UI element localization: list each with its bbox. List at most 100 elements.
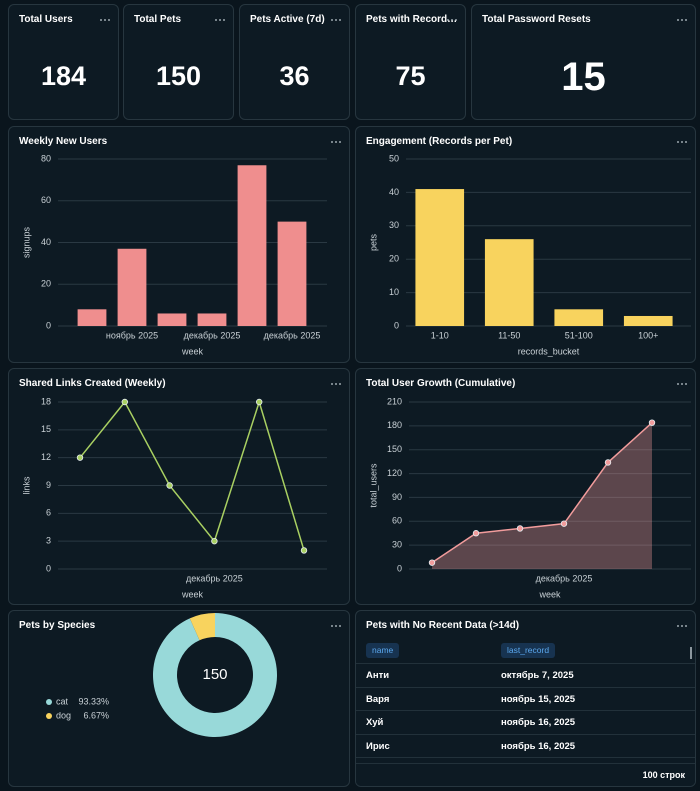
kpi-card[interactable]: Total Users 184 [8,4,119,120]
y-tick-label: 150 [387,444,402,454]
y-tick-label: 10 [389,287,399,297]
line [79,399,305,551]
column-header[interactable]: name [366,643,400,658]
y-tick-label: 3 [46,536,51,546]
card-title: Total Users [19,14,73,25]
y-tick-label: 9 [46,480,51,490]
chart-panel: Pets by Species cat 93.33% dog 6.67% 150 [8,610,350,787]
x-tick-label: 1-10 [431,330,449,340]
y-tick-label: 210 [387,396,402,406]
line [431,422,653,564]
table-cell: Хуй [366,717,384,728]
kpi-card[interactable]: Pets with Record… 75 [355,4,466,120]
x-tick-label: декабрь 2025 [184,330,241,340]
kpi-card[interactable]: Pets Active (7d) 36 [239,4,350,120]
area-fill [432,422,652,569]
kpi-value: 184 [40,61,87,91]
y-tick-label: 12 [41,452,51,462]
y-tick-label: 60 [41,195,51,205]
chart: 0 20 40 60 80 ноябрь 2025 декабрь 2025 декабрь … [21,153,327,356]
y-axis-label: links [21,476,31,495]
x-tick-label: 51-100 [565,330,593,340]
x-tick-label: декабрь 2025 [264,330,321,340]
y-tick-label: 15 [41,424,51,434]
chart-title: Shared Links Created (Weekly) [19,378,166,389]
legend-label: cat [56,696,69,706]
legend-value: 93.33% [78,696,109,706]
x-axis-label: week [181,346,204,356]
table-cell: Варя [366,693,390,705]
pie-slice [189,613,215,641]
bar [277,221,307,326]
point [472,530,480,537]
y-tick-label: 0 [394,320,399,330]
kpi-card[interactable]: Total Password Resets 15 [471,4,696,120]
chart: cat 93.33% dog 6.67% 150 [46,613,278,737]
y-tick-label: 180 [387,420,402,430]
point [76,454,84,461]
card-title: Total Password Resets [482,14,591,25]
point [648,419,656,426]
kpi-value: 150 [155,61,202,91]
point [211,537,218,545]
menu-icon[interactable] [331,19,333,21]
x-tick-label: ноябрь 2025 [106,330,158,340]
x-axis-label: week [181,589,204,599]
y-tick-label: 120 [387,468,402,478]
bar [484,239,534,326]
card-title: Total Pets [134,14,182,25]
x-axis-label: week [538,589,561,599]
chart-title: Engagement (Records per Pet) [366,136,513,147]
menu-icon[interactable] [331,625,333,627]
menu-icon[interactable] [215,19,217,21]
table-row[interactable]: Ирис ноябрь 16, 2025 [356,733,695,759]
table-footer: 100 строк [356,763,695,786]
table-cell: ноябрь 16, 2025 [501,717,576,728]
table-panel: Pets with No Recent Data (>14d) name las… [355,610,696,787]
x-axis-label: records_bucket [518,346,580,356]
y-axis-label: total_users [368,463,378,508]
card-title: Pets with Record… [366,14,458,25]
table-row[interactable]: Варя ноябрь 15, 2025 [356,686,695,712]
menu-icon[interactable] [100,19,102,21]
y-tick-label: 0 [46,563,51,573]
table-row[interactable]: Хуй ноябрь 16, 2025 [356,710,695,735]
y-tick-label: 40 [41,237,51,247]
chart-title: Pets by Species [19,620,96,631]
legend-label: dog [56,710,71,720]
bar [117,248,147,326]
menu-icon[interactable] [677,383,679,385]
y-tick-label: 30 [389,220,399,230]
menu-icon[interactable] [677,625,679,627]
kpi-value: 36 [279,61,310,91]
menu-icon[interactable] [677,141,679,143]
menu-icon[interactable] [677,19,679,21]
chart-title: Weekly New Users [19,136,108,147]
y-tick-label: 6 [46,508,51,518]
y-tick-label: 40 [389,187,399,197]
menu-icon[interactable] [447,19,449,21]
y-tick-label: 0 [397,563,402,573]
y-axis-label: signups [21,226,31,258]
row-count: 100 строк [642,770,685,780]
column-header[interactable]: last_record [501,643,556,658]
chart-title: Total User Growth (Cumulative) [366,378,516,389]
kpi-value: 75 [395,61,426,91]
chart-panel: Engagement (Records per Pet) 0 10 20 30 40 50… [355,126,696,363]
menu-icon[interactable] [331,383,333,385]
kpi-value: 15 [561,55,606,99]
chart: 0 3 6 9 12 15 18 декабрь 2025 week links [21,396,327,599]
table-row[interactable]: Анти октябрь 7, 2025 [356,663,695,688]
point [300,547,308,554]
x-tick-label: декабрь 2025 [536,573,593,583]
menu-icon[interactable] [331,141,333,143]
bar [415,189,465,326]
y-tick-label: 80 [41,153,51,163]
kpi-card[interactable]: Total Pets 150 [123,4,234,120]
x-tick-label: 100+ [638,330,658,340]
scrollbar[interactable] [690,647,692,659]
y-axis-label: pets [368,233,378,251]
chart-panel: Weekly New Users 0 20 40 60 80 ноябрь 2025 дек… [8,126,350,363]
table-cell: Анти [366,670,390,681]
